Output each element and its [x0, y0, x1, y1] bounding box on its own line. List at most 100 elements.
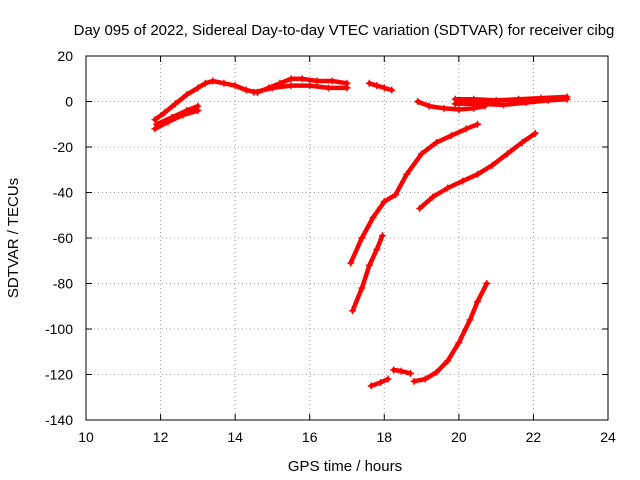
- data-point-marker: [367, 382, 375, 390]
- y-tick-label: -80: [53, 276, 73, 292]
- data-series-10: [349, 232, 386, 315]
- axis-ticks: 10 12 14 16 18 20 22 24 -140 -120 -100 -80 -60 -40 -20…: [45, 48, 616, 445]
- y-tick-label: -20: [53, 139, 73, 155]
- data-series-1: [151, 75, 351, 124]
- data-point-marker: [365, 261, 373, 269]
- data-point-marker: [313, 77, 321, 85]
- data-point-marker: [414, 98, 422, 105]
- data-point-marker: [347, 259, 355, 267]
- x-tick-label: 10: [78, 429, 94, 445]
- data-point-marker: [388, 86, 396, 94]
- data-point-marker: [306, 82, 314, 90]
- data-point-marker: [324, 84, 332, 92]
- data-point-marker: [397, 367, 405, 375]
- y-tick-label: -140: [45, 412, 73, 428]
- data-point-marker: [425, 102, 433, 110]
- data-point-marker: [287, 82, 295, 90]
- data-point-marker: [421, 375, 429, 383]
- data-point-marker: [418, 150, 426, 158]
- data-point-marker: [432, 368, 440, 376]
- data-series-14: [410, 280, 491, 385]
- data-point-marker: [474, 298, 481, 306]
- data-point-marker: [168, 113, 176, 121]
- data-point-marker: [194, 102, 202, 110]
- data-series-8: [451, 95, 571, 109]
- data-point-marker: [343, 84, 351, 92]
- data-point-marker: [444, 184, 452, 192]
- data-point-marker: [153, 120, 161, 128]
- data-point-marker: [488, 161, 496, 169]
- grid: [86, 56, 608, 420]
- data-point-marker: [298, 75, 306, 83]
- x-tick-label: 24: [600, 429, 616, 445]
- data-point-marker: [183, 107, 191, 115]
- x-tick-label: 18: [376, 429, 392, 445]
- series-trace: [411, 281, 490, 384]
- data-point-marker: [209, 77, 217, 85]
- data-series-12: [367, 375, 392, 390]
- data-point-marker: [466, 316, 474, 324]
- x-tick-label: 16: [302, 429, 318, 445]
- data-point-marker: [416, 204, 424, 212]
- data-point-marker: [432, 138, 440, 146]
- series-trace: [348, 122, 480, 266]
- data-point-marker: [250, 88, 258, 96]
- data-point-marker: [378, 232, 386, 240]
- data-point-marker: [522, 99, 530, 107]
- data-point-marker: [151, 125, 159, 133]
- data-point-marker: [444, 357, 452, 365]
- data-point-marker: [358, 284, 366, 292]
- x-tick-label: 14: [227, 429, 243, 445]
- data-point-marker: [380, 198, 388, 206]
- x-tick-label: 20: [451, 429, 467, 445]
- data-point-marker: [462, 125, 470, 133]
- y-tick-label: -60: [53, 230, 73, 246]
- data-point-marker: [447, 132, 455, 140]
- data-point-marker: [349, 307, 357, 315]
- data-point-marker: [151, 116, 159, 124]
- data-point-marker: [459, 177, 467, 185]
- data-point-marker: [380, 84, 388, 92]
- data-point-marker: [531, 129, 539, 137]
- data-point-marker: [391, 191, 399, 199]
- data-series-11: [416, 129, 539, 212]
- y-tick-label: -120: [45, 367, 73, 383]
- x-tick-label: 22: [526, 429, 542, 445]
- data-point-marker: [451, 100, 459, 108]
- data-point-marker: [455, 105, 463, 113]
- data-point-marker: [242, 86, 250, 94]
- data-point-marker: [160, 109, 168, 117]
- data-point-marker: [183, 91, 191, 99]
- series-layer: [151, 75, 571, 390]
- data-series-9: [347, 120, 481, 267]
- data-point-marker: [373, 82, 381, 90]
- data-point-marker: [231, 82, 239, 90]
- data-point-marker: [544, 96, 552, 104]
- x-axis-label: GPS time / hours: [288, 458, 402, 475]
- series-trace: [154, 103, 201, 127]
- data-series-6: [414, 98, 489, 113]
- y-tick-label: 0: [65, 94, 73, 110]
- y-tick-label: 20: [57, 48, 73, 64]
- data-point-marker: [429, 193, 437, 201]
- data-series-3: [153, 102, 202, 128]
- data-series-5: [365, 79, 396, 94]
- data-point-marker: [455, 339, 463, 347]
- data-point-marker: [171, 100, 179, 108]
- data-point-marker: [518, 138, 526, 146]
- data-point-marker: [377, 378, 385, 386]
- data-point-marker: [328, 77, 336, 85]
- series-trace: [152, 108, 201, 132]
- y-tick-label: -40: [53, 185, 73, 201]
- data-point-marker: [358, 234, 366, 242]
- data-point-marker: [268, 84, 276, 92]
- data-point-marker: [500, 101, 508, 109]
- data-point-marker: [474, 170, 481, 178]
- data-point-marker: [369, 214, 377, 222]
- data-point-marker: [194, 84, 202, 92]
- x-tick-label: 12: [153, 429, 169, 445]
- data-point-marker: [563, 95, 571, 103]
- data-series-4: [250, 82, 351, 96]
- data-point-marker: [474, 100, 481, 108]
